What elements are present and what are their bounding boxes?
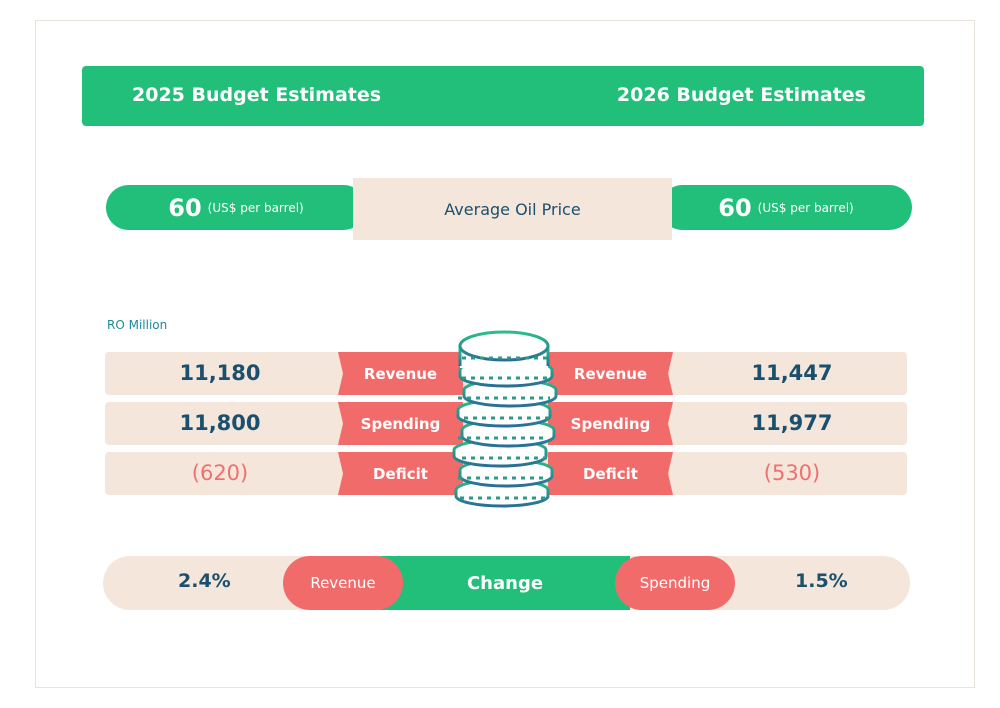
spending-2025: 11,800	[179, 411, 261, 435]
revenue-label-left: Revenue	[338, 352, 463, 395]
infographic-frame	[35, 20, 975, 688]
header-2026: 2026 Budget Estimates	[616, 84, 866, 106]
coin-stack-icon	[452, 330, 558, 508]
unit-label: RO Million	[107, 318, 168, 332]
revenue-2026: 11,447	[751, 361, 833, 385]
spending-2026: 11,977	[751, 411, 833, 435]
oil-value: 60	[718, 193, 752, 222]
oil-price-2025: 60 (US$ per barrel)	[106, 185, 366, 230]
oil-value: 60	[168, 193, 202, 222]
deficit-2025: (620)	[191, 461, 249, 485]
deficit-label-left: Deficit	[338, 452, 463, 495]
spending-change-label: Spending	[615, 556, 735, 610]
revenue-2025: 11,180	[179, 361, 261, 385]
oil-price-label: Average Oil Price	[353, 178, 672, 240]
spending-label-left: Spending	[338, 402, 463, 445]
deficit-2026: (530)	[763, 461, 821, 485]
oil-unit: (US$ per barrel)	[757, 200, 854, 215]
oil-price-2026: 60 (US$ per barrel)	[660, 185, 912, 230]
spending-label-right: Spending	[548, 402, 673, 445]
deficit-label-right: Deficit	[548, 452, 673, 495]
oil-unit: (US$ per barrel)	[207, 200, 304, 215]
spending-change-value: 1.5%	[795, 570, 848, 592]
change-label: Change	[380, 556, 630, 610]
change-bar: 2.4% Change Revenue Spending 1.5%	[103, 556, 910, 610]
revenue-change-label: Revenue	[283, 556, 403, 610]
header-2025: 2025 Budget Estimates	[132, 84, 382, 106]
revenue-label-right: Revenue	[548, 352, 673, 395]
header-bar: 2025 Budget Estimates 2026 Budget Estima…	[82, 66, 924, 126]
revenue-change-value: 2.4%	[178, 570, 231, 592]
